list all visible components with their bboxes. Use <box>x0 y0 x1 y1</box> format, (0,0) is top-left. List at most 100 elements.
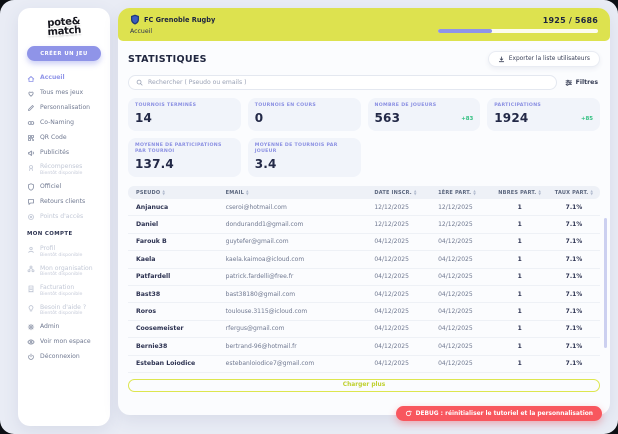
sort-arrows-icon: ▲ ▼ <box>413 188 417 196</box>
cell-pseudo: Patfardell <box>136 273 171 281</box>
club-header: FC Grenoble Rugby Accueil 1925 / 5686 <box>118 8 610 41</box>
account-item-mon-organisation: Mon organisation Bientôt disponible <box>27 262 104 281</box>
filters-label: Filtres <box>575 79 598 86</box>
filters-button[interactable]: Filtres <box>565 79 600 87</box>
sidebar-item-co-naming[interactable]: Co-Naming <box>27 116 104 131</box>
export-users-button[interactable]: Exporter la liste utilisateurs <box>487 51 600 67</box>
debug-reset-button[interactable]: DEBUG : réinitialiser le tutoriel et la … <box>395 406 602 421</box>
target-icon <box>27 213 35 221</box>
stat-delta-badge: +85 <box>580 116 593 122</box>
table-row[interactable]: Anjanuca cseroi@hotmail.com 12/12/2025 12/1… <box>128 199 600 217</box>
table-body: Anjanuca cseroi@hotmail.com 12/12/2025 12/1… <box>128 199 600 373</box>
user-icon <box>27 246 35 254</box>
column-header-1-re-part[interactable]: 1ÈRE PART. ▲ ▼ <box>430 189 491 196</box>
cell-pseudo: Kaela <box>136 255 156 263</box>
cell-first-part: 12/12/2025 <box>438 221 473 229</box>
table-header-row: PSEUDO ▲ ▼ EMAIL ▲ ▼ DATE INSCR. ▲ ▼ 1ÈRE PART. ▲ ▼… <box>128 186 600 199</box>
cell-date-inscr: 04/12/2025 <box>374 360 409 368</box>
coming-soon-label: Bientôt disponible <box>40 311 83 317</box>
club-selector[interactable]: FC Grenoble Rugby <box>130 14 215 25</box>
account-item-facturation: Facturation Bientôt disponible <box>27 281 104 300</box>
stat-label: NOMBRE DE JOUEURS <box>374 103 437 108</box>
cell-nbres-part: 1 <box>517 342 522 350</box>
cell-taux-part: 7.1% <box>565 238 583 246</box>
menu-item-label: Accueil <box>40 74 65 82</box>
org-icon <box>27 265 35 273</box>
account-item-voir-mon-espace[interactable]: Voir mon espace <box>27 335 104 350</box>
cell-nbres-part: 1 <box>517 325 522 333</box>
column-header-label: 1ÈRE PART. <box>438 189 472 196</box>
table-row[interactable]: Esteban Loiodice estebanloiodice7@gmail.c… <box>128 356 600 373</box>
create-game-button[interactable]: CRÉER UN JEU <box>27 46 101 61</box>
stat-card: PARTICIPATIONS 1924 +85 <box>487 98 600 131</box>
stat-value: 3.4 <box>254 157 277 171</box>
stat-card: TOURNOIS TERMINÉS 14 <box>128 98 241 131</box>
sidebar-item-personnalisation[interactable]: Personnalisation <box>27 101 104 116</box>
cell-first-part: 04/12/2025 <box>438 325 473 333</box>
main-panel: FC Grenoble Rugby Accueil 1925 / 5686 ST… <box>118 8 610 415</box>
sidebar-item-retours-clients[interactable]: Retours clients <box>27 195 104 210</box>
table-row[interactable]: Bernie38 bertrand-96@hotmail.fr 04/12/2025… <box>128 338 600 356</box>
column-header-date-inscr[interactable]: DATE INSCR. ▲ ▼ <box>366 188 430 196</box>
sidebar-item-tous-mes-jeux[interactable]: Tous mes jeux <box>27 86 104 101</box>
table-row[interactable]: Daniel dondurandd1@gmail.com 12/12/2025 12/… <box>128 216 600 234</box>
menu-item-label: Points d'accès <box>40 212 84 220</box>
cell-nbres-part: 1 <box>517 290 522 298</box>
stat-label: PARTICIPATIONS <box>494 103 542 108</box>
search-icon <box>136 79 143 86</box>
menu-item-label: Déconnexion <box>40 352 80 360</box>
coming-soon-label: Bientôt disponible <box>40 291 83 297</box>
usage-progress-fill <box>438 28 493 34</box>
column-header-nbres-part[interactable]: NBRES PART. ▲ ▼ <box>491 189 548 195</box>
megaphone-icon <box>27 149 35 157</box>
account-item-admin[interactable]: Admin <box>27 320 104 335</box>
table-row[interactable]: Roros toulouse.3115@icloud.com 04/12/2025 0… <box>128 303 600 321</box>
cell-date-inscr: 04/12/2025 <box>374 342 409 350</box>
menu-item-label: Besoin d'aide ? <box>40 303 87 311</box>
eye-icon <box>27 338 35 346</box>
account-item-d-connexion[interactable]: Déconnexion <box>27 350 104 365</box>
search-input[interactable] <box>148 79 550 86</box>
table-row[interactable]: Bast38 bast38180@gmail.com 04/12/2025 04/12… <box>128 286 600 304</box>
sidebar-item-accueil[interactable]: Accueil <box>27 71 104 86</box>
cell-first-part: 04/12/2025 <box>438 238 473 246</box>
table-row[interactable]: Farouk B guytefer@gmail.com 04/12/2025 04/1… <box>128 234 600 252</box>
cell-nbres-part: 1 <box>517 360 522 368</box>
table-row[interactable]: Patfardell patrick.fardelli@free.fr 04/12/… <box>128 269 600 286</box>
sidebar-item-officiel[interactable]: Officiel <box>27 180 104 195</box>
cell-taux-part: 7.1% <box>565 325 583 333</box>
cell-first-part: 12/12/2025 <box>438 203 473 211</box>
cell-taux-part: 7.1% <box>565 203 583 211</box>
coming-soon-label: Bientôt disponible <box>40 272 83 278</box>
stat-value: 563 <box>374 111 401 125</box>
coming-soon-label: Bientôt disponible <box>40 170 83 176</box>
column-header-pseudo[interactable]: PSEUDO ▲ ▼ <box>128 189 218 195</box>
bulb-icon <box>27 304 35 312</box>
cell-first-part: 04/12/2025 <box>438 342 473 350</box>
menu-item-label: Mon organisation <box>40 264 93 272</box>
medal-icon <box>27 164 35 172</box>
pencil-icon <box>27 104 35 112</box>
export-users-label: Exporter la liste utilisateurs <box>508 56 590 62</box>
scrollbar-thumb[interactable] <box>604 218 607 348</box>
column-header-taux-part[interactable]: TAUX PART. ▲ ▼ <box>548 189 600 195</box>
table-row[interactable]: Coosemeister rfergus@gmail.com 04/12/2025 0… <box>128 321 600 339</box>
cell-nbres-part: 1 <box>517 255 522 263</box>
cell-taux-part: 7.1% <box>565 360 583 368</box>
stat-delta-badge: +83 <box>461 116 474 122</box>
sidebar-account-menu: Profil Bientôt disponible Mon organisation… <box>18 240 110 364</box>
cell-taux-part: 7.1% <box>565 255 583 263</box>
stat-cards: TOURNOIS TERMINÉS 14 TOURNOIS EN COURS 0 NOM… <box>128 98 600 177</box>
table-row[interactable]: Kaela kaela.kaimoa@icloud.com 04/12/2025 04… <box>128 251 600 269</box>
sidebar-item-publicit-s[interactable]: Publicités <box>27 145 104 160</box>
stat-label: TOURNOIS EN COURS <box>254 103 317 108</box>
cell-pseudo: Bast38 <box>136 290 161 298</box>
load-more-button[interactable]: Charger plus <box>128 378 600 392</box>
cell-first-part: 04/12/2025 <box>438 360 473 368</box>
column-header-email[interactable]: EMAIL ▲ ▼ <box>218 189 367 195</box>
sidebar-item-qr-code[interactable]: QR Code <box>27 131 104 146</box>
usage-progress-bar <box>438 28 598 34</box>
shield-icon <box>130 14 140 25</box>
cell-taux-part: 7.1% <box>565 290 583 298</box>
